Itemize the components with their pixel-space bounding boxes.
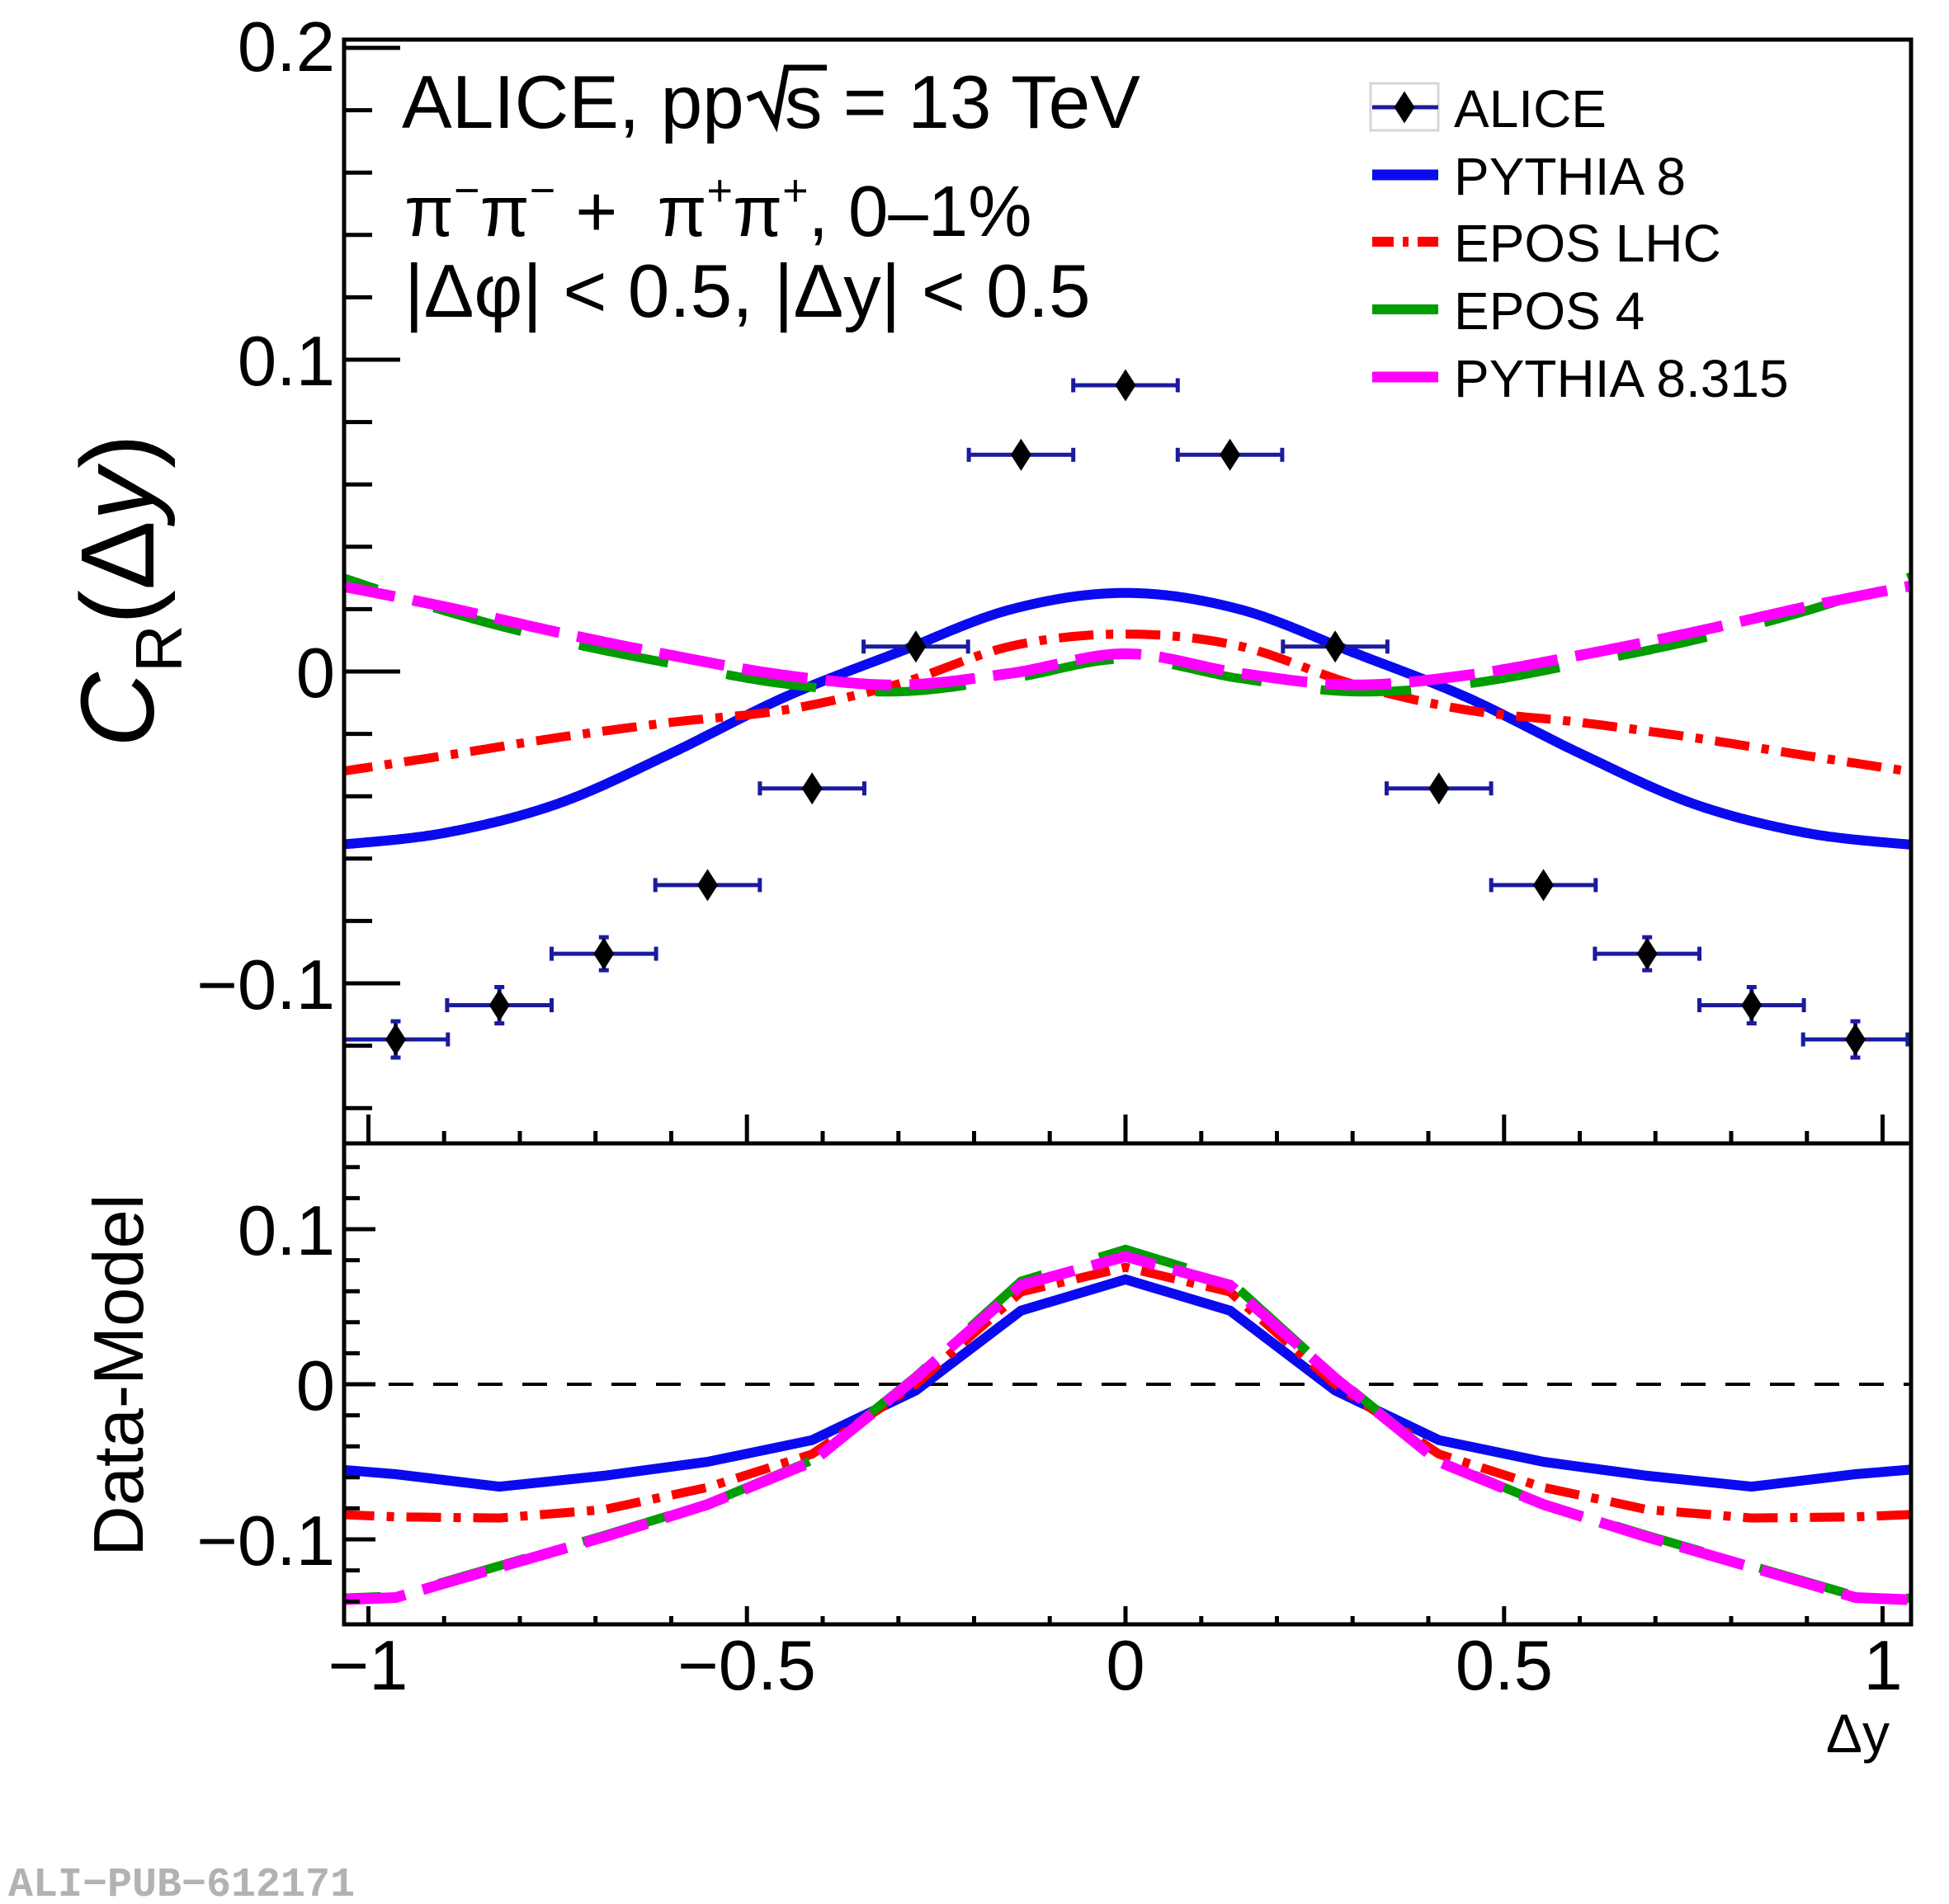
svg-text:0.1: 0.1: [238, 323, 335, 401]
svg-text:|Δφ| < 0.5, |Δy| < 0.5: |Δφ| < 0.5, |Δy| < 0.5: [404, 250, 1091, 333]
svg-text:Δy: Δy: [1826, 1703, 1890, 1764]
svg-text:0.5: 0.5: [1456, 1627, 1553, 1705]
svg-text:ALI−PUB−612171: ALI−PUB−612171: [8, 1862, 355, 1904]
svg-text:−1: −1: [328, 1627, 408, 1705]
svg-text:EPOS 4: EPOS 4: [1454, 281, 1645, 341]
svg-text:CR(Δy): CR(Δy): [59, 434, 196, 747]
svg-text:s = 13 TeV: s = 13 TeV: [785, 61, 1140, 144]
svg-text:−0.1: −0.1: [196, 1502, 335, 1581]
svg-text:0: 0: [1106, 1627, 1144, 1705]
svg-text:PYTHIA 8.315: PYTHIA 8.315: [1454, 349, 1789, 408]
svg-text:−0.1: −0.1: [196, 946, 335, 1025]
svg-text:EPOS LHC: EPOS LHC: [1454, 214, 1721, 273]
svg-text:Data-Model: Data-Model: [80, 1194, 158, 1556]
svg-text:0.1: 0.1: [238, 1192, 335, 1270]
svg-text:1: 1: [1863, 1627, 1902, 1705]
svg-text:0: 0: [296, 1347, 335, 1426]
svg-text:0.2: 0.2: [238, 8, 335, 87]
svg-text:0: 0: [296, 634, 335, 713]
svg-text:−0.5: −0.5: [677, 1627, 816, 1705]
svg-text:PYTHIA 8: PYTHIA 8: [1454, 147, 1686, 206]
svg-text:ALICE, pp: ALICE, pp: [402, 61, 744, 144]
svg-text:ALICE: ALICE: [1454, 79, 1607, 139]
